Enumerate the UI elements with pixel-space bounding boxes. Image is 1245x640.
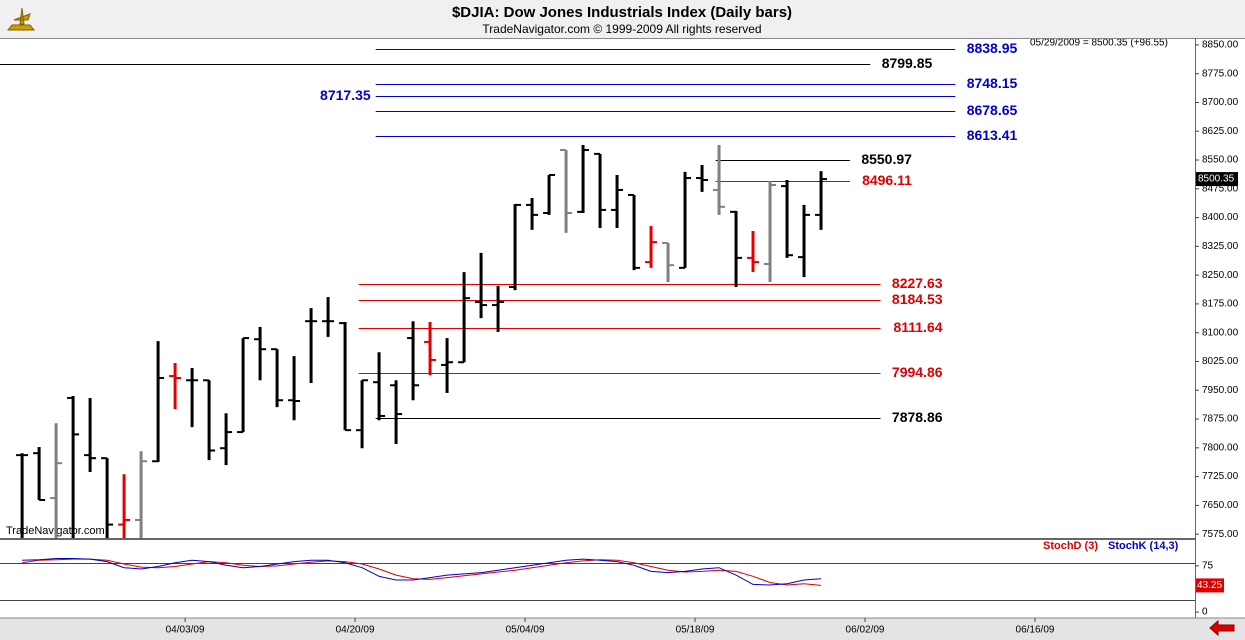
x-tick-label: 05/04/09 xyxy=(506,625,545,636)
last-price-label: 8500.35 xyxy=(1198,174,1235,185)
y-tick-label: 7650.00 xyxy=(1202,500,1239,511)
legend-entry: StochD (3) xyxy=(1043,540,1098,552)
level-label: 8838.95 xyxy=(967,40,1018,56)
y-tick-label: 8550.00 xyxy=(1202,155,1239,166)
x-tick-label: 06/16/09 xyxy=(1016,625,1055,636)
level-label: 7994.86 xyxy=(892,364,943,380)
date-axis-bar xyxy=(0,618,1245,640)
y-tick-label: 8175.00 xyxy=(1202,299,1239,310)
legend-entry: StochK (14,3) xyxy=(1108,540,1179,552)
x-tick-label: 05/18/09 xyxy=(676,625,715,636)
x-tick-label: 04/03/09 xyxy=(166,625,205,636)
last-value-box xyxy=(1196,578,1224,593)
y-tick-label: 7875.00 xyxy=(1202,414,1239,425)
y-tick-label: 8325.00 xyxy=(1202,241,1239,252)
x-tick-label: 04/20/09 xyxy=(336,625,375,636)
y-tick-label: 7725.00 xyxy=(1202,471,1239,482)
scroll-arrow[interactable] xyxy=(1209,619,1235,637)
level-label: 8496.11 xyxy=(862,172,912,188)
y-tick-label: 7575.00 xyxy=(1202,529,1239,540)
level-label: 8111.64 xyxy=(893,319,942,335)
y-tick-label: 8850.00 xyxy=(1202,40,1239,51)
y-tick-label: 75 xyxy=(1202,561,1214,572)
last-price-info: 05/29/2009 = 8500.35 (+96.55) xyxy=(1030,38,1168,49)
y-tick-label: 7800.00 xyxy=(1202,442,1239,453)
x-tick-label: 06/02/09 xyxy=(846,625,885,636)
level-label: 8717.35 xyxy=(320,87,371,103)
y-tick-label: 0 xyxy=(1202,607,1208,618)
level-label: 8227.63 xyxy=(892,275,943,291)
y-tick-label: 8400.00 xyxy=(1202,212,1239,223)
level-label: 8678.65 xyxy=(967,102,1018,118)
level-label: 8799.85 xyxy=(882,55,933,71)
chart-subtitle: TradeNavigator.com © 1999-2009 All right… xyxy=(482,22,761,36)
y-tick-label: 8775.00 xyxy=(1202,68,1239,79)
y-tick-label: 8250.00 xyxy=(1202,270,1239,281)
logo xyxy=(6,7,36,31)
y-tick-label: 8700.00 xyxy=(1202,97,1239,108)
y-tick-label: 8100.00 xyxy=(1202,327,1239,338)
y-tick-label: 8025.00 xyxy=(1202,356,1239,367)
level-label: 8184.53 xyxy=(892,291,943,307)
y-tick-label: 7950.00 xyxy=(1202,385,1239,396)
last-value-label: 43.25 xyxy=(1197,580,1222,591)
level-label: 8748.15 xyxy=(967,75,1018,91)
y-tick-label: 8625.00 xyxy=(1202,126,1239,137)
chart-title: $DJIA: Dow Jones Industrials Index (Dail… xyxy=(452,4,792,21)
level-label: 7878.86 xyxy=(892,409,943,425)
level-label: 8613.41 xyxy=(967,127,1018,143)
last-price-box xyxy=(1196,172,1238,187)
header-bar xyxy=(0,0,1245,38)
y-tick-label: 8475.00 xyxy=(1202,183,1239,194)
stoch-line xyxy=(22,558,822,586)
level-label: 8550.97 xyxy=(861,151,912,167)
